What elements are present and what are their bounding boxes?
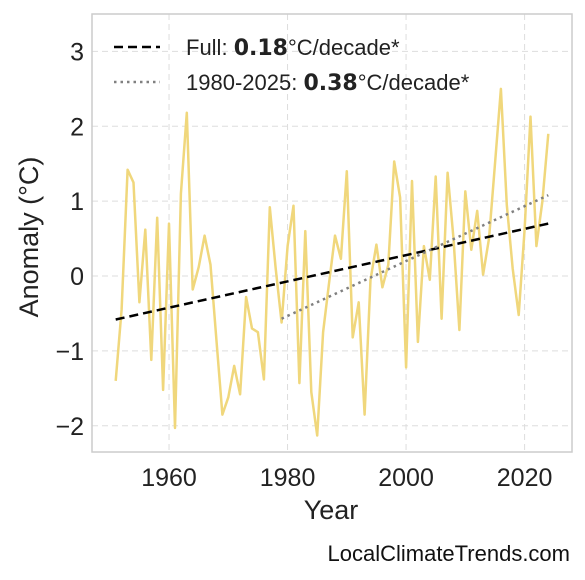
x-axis-title: Year <box>304 495 359 525</box>
x-axis: 1960 1980 2000 2020 <box>141 464 552 492</box>
y-tick-label: −1 <box>55 338 84 366</box>
legend-recent-prefix: 1980-2025: <box>186 70 303 95</box>
legend: Full: 0.18°C/decade* 1980-2025: 0.38°C/d… <box>114 35 470 96</box>
legend-label-recent: 1980-2025: 0.38°C/decade* <box>186 70 470 96</box>
y-tick-label: 2 <box>70 113 84 141</box>
legend-recent-value: 0.38 <box>303 71 357 96</box>
x-tick-label: 1980 <box>260 464 316 492</box>
annual-anomaly-line <box>114 87 550 437</box>
annual-series <box>114 87 550 437</box>
y-tick-label: −2 <box>55 413 84 441</box>
grid <box>92 14 572 452</box>
y-tick-label: 3 <box>70 38 84 66</box>
y-axis-title: Anomaly (°C) <box>14 157 44 318</box>
legend-full-prefix: Full: <box>186 35 234 60</box>
x-tick-label: 2000 <box>378 464 434 492</box>
y-tick-label: 1 <box>70 188 84 216</box>
y-axis: −2 −1 0 1 2 3 <box>55 38 84 440</box>
plot-frame <box>91 13 573 453</box>
x-tick-label: 2020 <box>497 464 553 492</box>
legend-full-suffix: °C/decade* <box>288 35 400 60</box>
watermark: LocalClimateTrends.com <box>328 541 571 566</box>
trend-line-full <box>115 222 549 321</box>
trend-lines <box>115 194 549 321</box>
legend-label-full: Full: 0.18°C/decade* <box>186 35 400 61</box>
legend-full-value: 0.18 <box>234 36 288 61</box>
y-tick-label: 0 <box>70 263 84 291</box>
x-tick-label: 1960 <box>141 464 197 492</box>
legend-recent-suffix: °C/decade* <box>358 70 470 95</box>
